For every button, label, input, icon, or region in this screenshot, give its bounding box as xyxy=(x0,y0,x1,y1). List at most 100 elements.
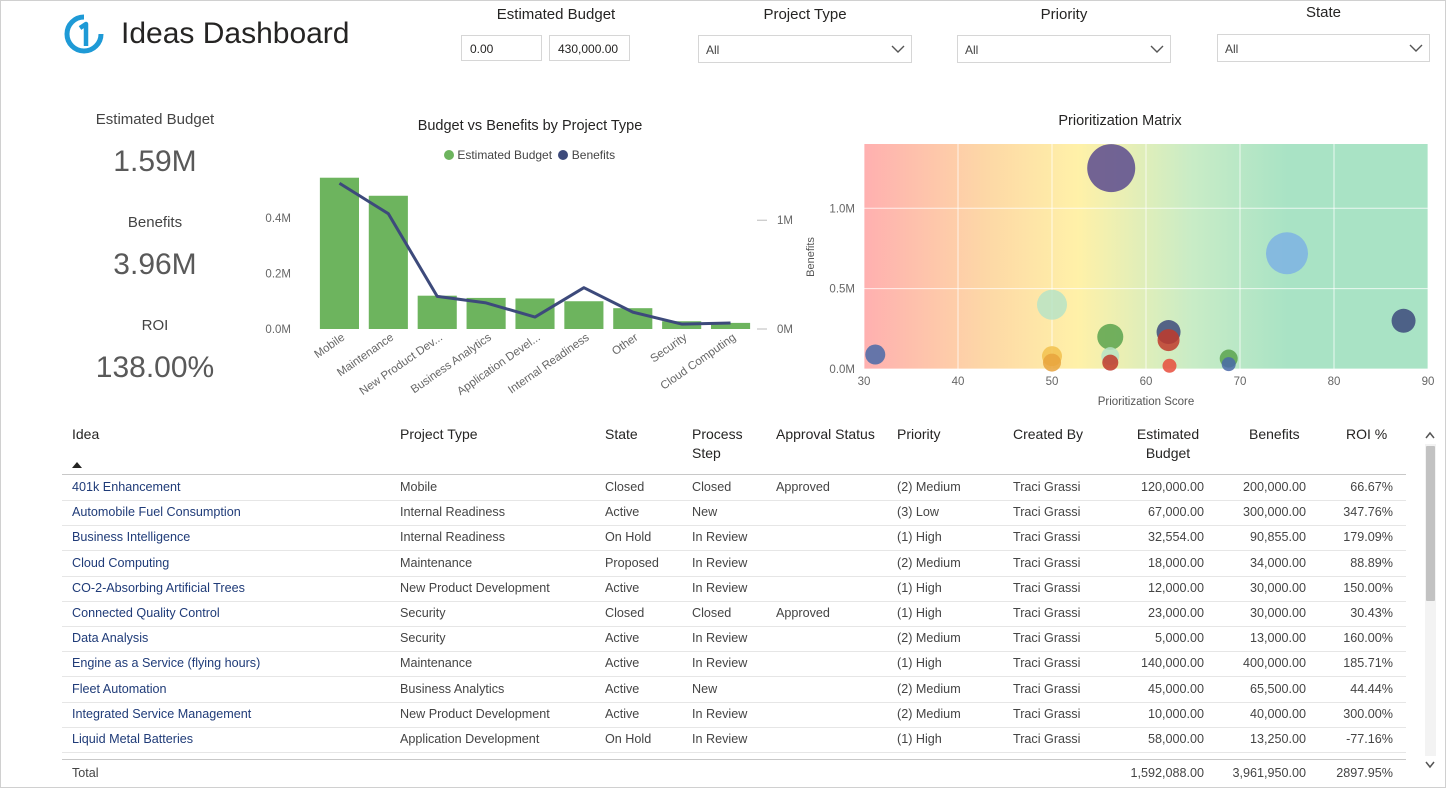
cell-process-step: In Review xyxy=(692,706,748,721)
cell-benefits: 200,000.00 xyxy=(1242,480,1306,494)
bubble-point xyxy=(1102,354,1119,371)
col-header-approval-status[interactable]: Approval Status xyxy=(776,426,875,442)
x-tick-label: 30 xyxy=(858,376,871,388)
cell-idea[interactable]: Fleet Automation xyxy=(72,681,167,696)
col-header-idea[interactable]: Idea xyxy=(72,426,100,442)
scroll-down-icon[interactable] xyxy=(1424,760,1436,770)
col-header-estimated-budget[interactable]: Estimated Budget xyxy=(1136,426,1200,461)
cell-process-step: In Review xyxy=(692,656,748,671)
col-header-state[interactable]: State xyxy=(605,426,638,442)
cell-priority: (1) High xyxy=(897,530,942,545)
x-tick-label: 40 xyxy=(952,376,965,388)
cell-priority: (2) Medium xyxy=(897,480,961,494)
cell-idea[interactable]: Liquid Metal Batteries xyxy=(72,732,194,746)
scroll-up-icon[interactable] xyxy=(1424,430,1436,440)
cell-roi: 44.44% xyxy=(1350,681,1393,696)
cell-benefits: 30,000.00 xyxy=(1249,580,1306,595)
col-header-priority[interactable]: Priority xyxy=(897,426,941,442)
col-header-process-step[interactable]: Process Step xyxy=(692,426,743,461)
table-row[interactable]: Engine as a Service (flying hours) Mainte… xyxy=(62,651,1406,678)
cell-estimated-budget: 32,554.00 xyxy=(1147,530,1204,545)
cell-idea[interactable]: Connected Quality Control xyxy=(72,606,220,620)
cell-idea[interactable]: CO-2-Absorbing Artificial Trees xyxy=(72,580,245,595)
cell-approval-status: Approved xyxy=(776,480,830,494)
cell-idea[interactable]: Engine as a Service (flying hours) xyxy=(72,656,261,671)
bubble-point xyxy=(1221,357,1236,372)
x-category-label: Internal Readiness xyxy=(506,331,592,396)
priority-value: All xyxy=(965,43,979,57)
y-tick-label: 0.5M xyxy=(829,284,855,296)
cell-roi: 179.09% xyxy=(1343,530,1393,545)
cell-priority: (2) Medium xyxy=(897,706,961,721)
legend-budget-label: Estimated Budget xyxy=(457,148,553,162)
cell-estimated-budget: 10,000.00 xyxy=(1147,706,1204,721)
total-budget: 1,592,088.00 xyxy=(1130,766,1204,780)
bubble-point xyxy=(1087,144,1136,193)
bubble-point xyxy=(1043,353,1061,372)
col-header-benefits[interactable]: Benefits xyxy=(1249,426,1300,442)
col-header-created-by[interactable]: Created By xyxy=(1013,426,1084,442)
cell-process-step: In Review xyxy=(692,732,748,746)
priority-dropdown[interactable]: All xyxy=(957,35,1171,63)
cell-state: Active xyxy=(605,656,640,671)
cell-estimated-budget: 67,000.00 xyxy=(1147,505,1204,520)
table-row[interactable]: 401k Enhancement Mobile Closed Closed Approv… xyxy=(62,475,1406,501)
table-row[interactable]: Liquid Metal Batteries Application Develo… xyxy=(62,727,1406,753)
state-dropdown[interactable]: All xyxy=(1217,34,1430,62)
cell-idea[interactable]: Automobile Fuel Consumption xyxy=(72,505,241,520)
bubble-point xyxy=(1162,358,1177,373)
col-header-roi[interactable]: ROI % xyxy=(1346,426,1388,442)
legend-benefits-label: Benefits xyxy=(571,148,616,162)
scatter-chart-title: Prioritization Matrix xyxy=(1058,113,1182,129)
table-row[interactable]: Fleet Automation Business Analytics Active… xyxy=(62,677,1406,703)
table-row[interactable]: Data Analysis Security Active In Review (2) … xyxy=(62,626,1406,653)
chevron-down-icon xyxy=(891,45,905,53)
cell-state: Proposed xyxy=(605,555,659,570)
cell-estimated-budget: 23,000.00 xyxy=(1147,606,1204,620)
chevron-down-icon xyxy=(1409,44,1423,52)
cell-state: On Hold xyxy=(605,732,652,746)
cell-state: Active xyxy=(605,505,640,520)
col-header-project-type[interactable]: Project Type xyxy=(400,426,478,442)
table-total-divider xyxy=(62,759,1406,760)
sort-ascending-icon[interactable] xyxy=(72,461,82,468)
cell-idea[interactable]: Data Analysis xyxy=(72,631,149,646)
cell-estimated-budget: 18,000.00 xyxy=(1147,555,1204,570)
y-left-tick-label: 0.0M xyxy=(265,324,291,336)
cell-benefits: 13,000.00 xyxy=(1249,631,1306,646)
cell-benefits: 30,000.00 xyxy=(1249,606,1306,620)
kpi-benefits-label: Benefits xyxy=(127,214,183,231)
cell-idea[interactable]: 401k Enhancement xyxy=(72,480,181,494)
table-row[interactable]: Connected Quality Control Security Closed C… xyxy=(62,601,1406,627)
y-axis-title: Benefits xyxy=(805,237,817,277)
x-category-label: Security xyxy=(648,331,689,365)
table-header-divider xyxy=(62,474,1406,475)
x-tick-label: 70 xyxy=(1234,376,1247,388)
table-row[interactable]: CO-2-Absorbing Artificial Trees New Produ… xyxy=(62,576,1406,602)
power-bi-logo-icon xyxy=(64,14,104,54)
cell-project-type: Maintenance xyxy=(400,555,473,570)
table-scrollbar-thumb[interactable] xyxy=(1426,446,1435,601)
total-benefits: 3,961,950.00 xyxy=(1232,766,1306,780)
table-row[interactable]: Cloud Computing Maintenance Proposed In Rev… xyxy=(62,551,1406,577)
budget-min-input[interactable]: 0.00 xyxy=(461,35,542,61)
cell-priority: (2) Medium xyxy=(897,681,961,696)
cell-idea[interactable]: Cloud Computing xyxy=(72,555,170,570)
cell-process-step: Closed xyxy=(692,480,732,494)
table-row[interactable]: Integrated Service Management New Product… xyxy=(62,702,1406,728)
cell-project-type: Internal Readiness xyxy=(400,530,506,545)
cell-idea[interactable]: Integrated Service Management xyxy=(72,706,252,721)
cell-roi: 30.43% xyxy=(1350,606,1393,620)
table-row[interactable]: Business Intelligence Internal Readiness O… xyxy=(62,525,1406,552)
x-category-label: Business Analytics xyxy=(409,331,494,396)
table-row[interactable]: Automobile Fuel Consumption Internal Read… xyxy=(62,500,1406,527)
cell-project-type: Internal Readiness xyxy=(400,505,506,520)
cell-benefits: 400,000.00 xyxy=(1242,656,1306,671)
cell-created-by: Traci Grassi xyxy=(1013,505,1081,520)
project-type-dropdown[interactable]: All xyxy=(698,35,912,63)
budget-max-input[interactable]: 430,000.00 xyxy=(549,35,630,61)
cell-priority: (2) Medium xyxy=(897,555,961,570)
cell-idea[interactable]: Business Intelligence xyxy=(72,530,191,545)
cell-project-type: Security xyxy=(400,606,446,620)
bubble-point xyxy=(865,344,886,365)
